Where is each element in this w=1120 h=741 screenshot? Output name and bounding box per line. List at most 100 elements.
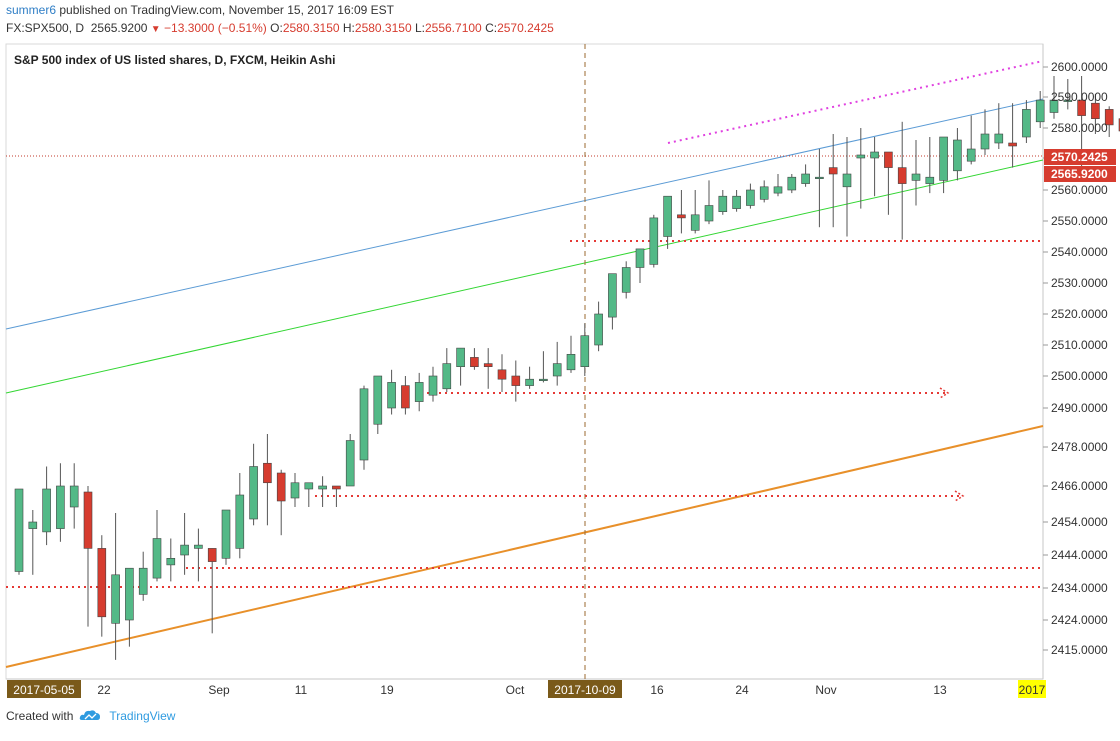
candle[interactable] <box>884 151 893 215</box>
candle[interactable] <box>138 551 148 601</box>
candle[interactable] <box>953 128 962 181</box>
candle[interactable] <box>332 485 341 507</box>
author-link[interactable]: summer6 <box>6 3 57 17</box>
candle[interactable] <box>594 301 603 352</box>
candle[interactable] <box>1104 106 1114 137</box>
candle[interactable] <box>980 109 990 155</box>
candle[interactable] <box>263 434 272 526</box>
price-axis[interactable]: 2600.00002590.00002580.00002570.00002560… <box>1043 60 1116 657</box>
candle[interactable] <box>166 538 176 582</box>
candle[interactable] <box>635 248 645 283</box>
candle[interactable] <box>677 190 686 234</box>
channel-top-line[interactable] <box>667 60 1044 144</box>
candle[interactable] <box>539 351 548 383</box>
candle[interactable] <box>359 385 369 470</box>
candle[interactable] <box>608 273 617 330</box>
candle[interactable] <box>483 348 493 389</box>
candle[interactable] <box>1022 100 1031 143</box>
candle[interactable] <box>83 486 93 627</box>
candle[interactable] <box>428 366 438 402</box>
candle[interactable] <box>511 360 521 402</box>
candle-body <box>1077 99 1086 116</box>
candle[interactable] <box>1008 103 1017 168</box>
candle[interactable] <box>704 180 714 225</box>
candle[interactable] <box>401 376 410 415</box>
highlighted-date-badge <box>7 680 81 698</box>
candle[interactable] <box>580 323 590 376</box>
candle[interactable] <box>773 174 783 197</box>
candle[interactable] <box>897 121 907 240</box>
candle-body <box>235 494 245 549</box>
candle[interactable] <box>249 443 258 526</box>
x-axis-label: 19 <box>380 683 394 697</box>
candle[interactable] <box>911 140 921 206</box>
candle[interactable] <box>1091 94 1100 134</box>
candle[interactable] <box>842 137 852 237</box>
candle-body <box>1063 99 1073 102</box>
candles-layer <box>14 76 1120 660</box>
candle[interactable] <box>939 136 948 194</box>
candle[interactable] <box>221 509 231 565</box>
candle[interactable] <box>552 341 562 386</box>
candle[interactable] <box>663 195 672 249</box>
candle[interactable] <box>470 348 479 370</box>
candle[interactable] <box>690 190 700 234</box>
candle[interactable] <box>994 103 1004 149</box>
candle[interactable] <box>1049 76 1059 119</box>
y-axis-label: 2580.0000 <box>1051 121 1108 135</box>
time-axis[interactable]: 2017-05-05 22 Sep 11 19 Oct 2017-10-09 16 24 Nov 1… <box>7 680 1046 698</box>
long-term-trendline[interactable] <box>5 425 1044 668</box>
candle[interactable] <box>14 488 24 575</box>
candle[interactable] <box>373 375 383 434</box>
candle[interactable] <box>732 190 741 212</box>
candle[interactable] <box>290 473 300 507</box>
candle[interactable] <box>566 335 576 373</box>
candle[interactable] <box>318 476 327 507</box>
candle[interactable] <box>111 513 120 660</box>
candle[interactable] <box>152 510 162 582</box>
candle[interactable] <box>649 214 659 268</box>
candle[interactable] <box>235 473 245 559</box>
candle[interactable] <box>746 183 755 209</box>
candle[interactable] <box>207 548 217 634</box>
candle[interactable] <box>276 469 286 536</box>
candle[interactable] <box>525 366 534 389</box>
candle[interactable] <box>925 137 935 194</box>
tradingview-brand-link[interactable]: TradingView <box>109 709 176 723</box>
candle[interactable] <box>304 482 314 507</box>
lower-trendline[interactable] <box>5 159 1044 394</box>
candle[interactable] <box>28 510 38 575</box>
candle[interactable] <box>97 535 107 637</box>
candle[interactable] <box>414 372 424 412</box>
candle[interactable] <box>180 513 189 575</box>
candle[interactable] <box>759 180 769 203</box>
candle[interactable] <box>125 567 134 647</box>
candle[interactable] <box>387 369 396 415</box>
candle[interactable] <box>966 115 976 165</box>
candle-body <box>663 195 672 237</box>
candle[interactable] <box>442 348 452 392</box>
candle[interactable] <box>1035 91 1045 128</box>
candle[interactable] <box>497 354 507 392</box>
candle[interactable] <box>787 174 797 194</box>
candle[interactable] <box>621 261 631 299</box>
candle[interactable] <box>56 463 65 542</box>
candle[interactable] <box>828 134 838 228</box>
candle[interactable] <box>194 528 203 582</box>
candle[interactable] <box>42 466 51 546</box>
candle[interactable] <box>870 137 879 197</box>
candle[interactable] <box>856 128 866 209</box>
candle[interactable] <box>1063 79 1073 110</box>
upper-trendline[interactable] <box>5 98 1044 330</box>
candle[interactable] <box>456 347 465 386</box>
candle[interactable] <box>718 190 728 215</box>
candle-body <box>677 214 686 219</box>
candle-body <box>249 466 258 520</box>
candle-body <box>552 363 562 377</box>
candle[interactable] <box>801 164 810 187</box>
candle[interactable] <box>815 149 824 228</box>
candle[interactable] <box>345 434 355 487</box>
candle[interactable] <box>69 463 79 529</box>
